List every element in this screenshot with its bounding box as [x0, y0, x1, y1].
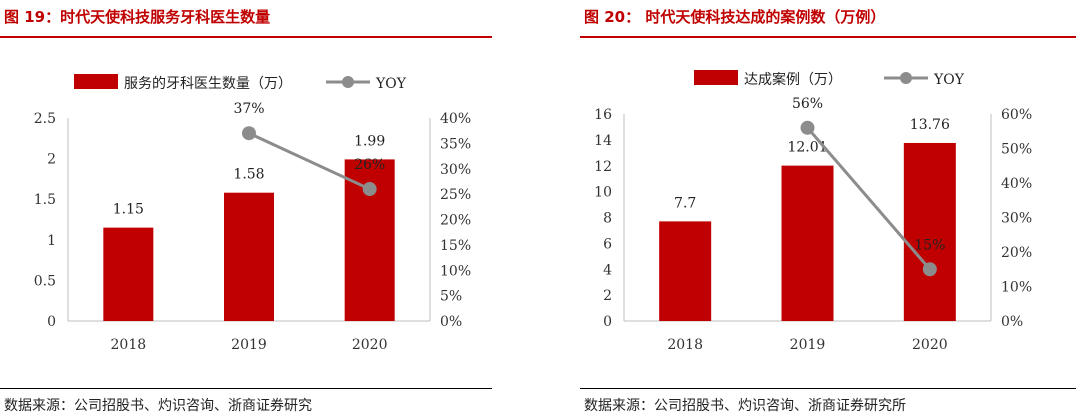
- y2-tick-label: 60%: [1001, 107, 1032, 123]
- bar-value-label: 7.7: [674, 195, 696, 211]
- y2-tick-label: 15%: [440, 238, 471, 254]
- legend-bar-swatch: [694, 70, 738, 85]
- y-tick-label: 4: [603, 262, 612, 278]
- y2-tick-label: 0%: [1001, 314, 1023, 330]
- yoy-point: [922, 262, 937, 277]
- y-tick-label: 2.5: [34, 111, 56, 127]
- y-tick-label: 0: [603, 314, 612, 330]
- y-tick-label: 0: [47, 314, 56, 330]
- y-tick-label: 14: [594, 133, 612, 149]
- title-rule: [0, 36, 492, 38]
- y2-tick-label: 35%: [440, 136, 471, 152]
- yoy-value-label: 26%: [354, 157, 385, 173]
- yoy-line: [806, 126, 931, 271]
- x-tick-label: 2018: [111, 337, 147, 353]
- y-tick-label: 10: [594, 185, 612, 201]
- source-rule: [580, 388, 1076, 389]
- yoy-point: [242, 126, 256, 141]
- legend-line-label: YOY: [375, 76, 407, 92]
- y2-tick-label: 5%: [440, 289, 462, 305]
- x-tick-label: 2019: [790, 337, 826, 353]
- x-tick-label: 2020: [912, 337, 948, 353]
- yoy-value-label: 15%: [914, 237, 945, 253]
- legend-bar-label: 服务的牙科医生数量（万）: [124, 76, 292, 92]
- y-tick-label: 1: [47, 233, 56, 249]
- y2-tick-label: 30%: [440, 162, 471, 178]
- bar-value-label: 1.15: [113, 202, 144, 218]
- yoy-value-label: 37%: [233, 101, 264, 117]
- y-tick-label: 8: [603, 211, 612, 227]
- y-tick-label: 1.5: [34, 192, 56, 208]
- bar: [224, 192, 274, 321]
- y-tick-label: 6: [603, 236, 612, 252]
- legend-bar-label: 达成案例（万）: [744, 71, 842, 88]
- bar: [903, 142, 956, 321]
- y-tick-label: 2: [47, 152, 56, 168]
- bar: [781, 165, 834, 321]
- y-tick-label: 12: [594, 159, 612, 175]
- y-tick-label: 2: [603, 288, 612, 304]
- source-note: 数据来源：公司招股书、灼识咨询、浙商证券研究所: [584, 398, 906, 414]
- title-rule: [580, 36, 1076, 38]
- y2-tick-label: 20%: [440, 213, 471, 229]
- figure-20-panel: 图 20： 时代天使科技达成的案例数（万例） 0 2 4 6 8 10 12 14 16 0% 10…: [580, 0, 1080, 416]
- x-tick-label: 2019: [231, 337, 267, 353]
- yoy-line: [248, 131, 371, 191]
- source-note: 数据来源：公司招股书、灼识咨询、浙商证券研究: [4, 398, 312, 414]
- y-tick-label: 0.5: [34, 273, 56, 289]
- yoy-value-label: 56%: [792, 96, 823, 112]
- bar-value-label: 13.76: [910, 117, 950, 133]
- y2-tick-label: 20%: [1001, 245, 1032, 261]
- legend-line-marker: [342, 76, 354, 88]
- yoy-point: [800, 120, 815, 135]
- x-tick-label: 2020: [352, 337, 388, 353]
- yoy-point: [362, 182, 377, 197]
- y2-tick-label: 40%: [440, 111, 471, 127]
- source-rule: [0, 388, 492, 389]
- bar: [103, 227, 154, 321]
- bar-value-label: 12.01: [787, 140, 827, 156]
- figure-19-panel: 图 19：时代天使科技服务牙科医生数量 0 0.5 1 1.5 2 2.5 0% 5% 10% 1…: [0, 0, 500, 416]
- y2-tick-label: 0%: [440, 314, 462, 330]
- case-count-chart: 0 2 4 6 8 10 12 14 16 0% 10% 20% 30% 40% 50% 60% 2018 201…: [594, 70, 1032, 353]
- legend-bar-swatch: [74, 74, 118, 89]
- figure-title: 图 19：时代天使科技服务牙科医生数量: [4, 8, 271, 26]
- x-tick-label: 2018: [667, 337, 703, 353]
- y2-tick-label: 10%: [440, 263, 471, 279]
- bar: [659, 221, 712, 321]
- y2-tick-label: 30%: [1001, 211, 1032, 227]
- legend-line-label: YOY: [933, 72, 965, 88]
- bar-value-label: 1.58: [233, 167, 264, 183]
- y2-tick-label: 25%: [440, 187, 471, 203]
- y2-tick-label: 10%: [1001, 280, 1032, 296]
- y2-tick-label: 50%: [1001, 142, 1032, 158]
- legend-line-marker: [900, 72, 912, 84]
- doctor-count-chart: 0 0.5 1 1.5 2 2.5 0% 5% 10% 15% 20% 25% 30% 35% 40% 201…: [34, 74, 471, 353]
- y-tick-label: 16: [594, 107, 612, 123]
- figure-title: 图 20： 时代天使科技达成的案例数（万例）: [584, 8, 886, 26]
- bar-value-label: 1.99: [354, 133, 385, 149]
- y2-tick-label: 40%: [1001, 176, 1032, 192]
